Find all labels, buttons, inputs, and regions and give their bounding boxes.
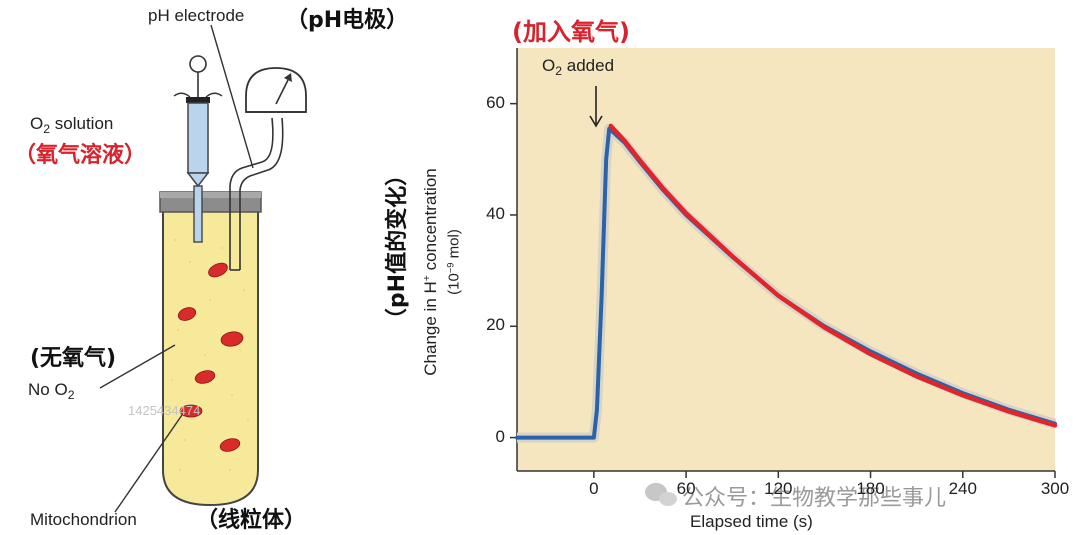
y-ticks [510, 102, 517, 439]
syringe-barrel [187, 102, 209, 174]
mitochondrion [179, 404, 203, 418]
chart-title-zh: (加入氧气) [512, 18, 630, 46]
ph-electrode-label: pH electrode [148, 6, 245, 25]
mitochondrion-label: Mitochondrion [30, 510, 137, 529]
y-axis-label: Change in H+ concentration [421, 168, 440, 376]
series-lines [515, 123, 1058, 443]
o2-solution-label: O2 solution [30, 114, 114, 137]
leader-lines [99, 344, 183, 513]
ph-electrode-label-zh: （pH电极） [286, 8, 409, 33]
o2-solution-label-zh: （氧气溶液） [14, 143, 147, 168]
syringe [173, 55, 223, 243]
y-axis-unit: (10−9 mol) [445, 229, 463, 295]
x-axis-label: Elapsed time (s) [690, 512, 813, 531]
chart [510, 48, 1058, 478]
test-tube [162, 209, 259, 507]
plunger-knob [189, 55, 207, 73]
mitochondrion [219, 438, 241, 452]
watermark-id: 1425434474 [128, 403, 201, 418]
no-o2-label: No O2 [28, 380, 75, 403]
watermark-text: 公众号：生物教学那些事儿 [682, 486, 947, 511]
no-o2-label-zh: (无氧气) [30, 346, 117, 371]
mitochondrion [208, 262, 228, 278]
series-line-fit [608, 123, 1058, 428]
o2-added-arrow [589, 86, 603, 128]
ph-electrode [210, 24, 284, 271]
mitochondrion [194, 370, 216, 384]
watermark-logo-icon [645, 483, 677, 506]
ph-meter-icon [245, 67, 307, 113]
y-tick-label: 0 [495, 426, 505, 446]
y-tick-label: 60 [486, 92, 505, 112]
x-tick-label: 60 [676, 479, 696, 498]
mitochondrion-label-zh: （线粒体） [196, 508, 307, 533]
x-tick-label: 120 [764, 479, 793, 498]
x-tick-label: 300 [1040, 479, 1070, 498]
apparatus-diagram [99, 24, 307, 513]
x-ticks [593, 471, 1056, 478]
x-tick-label: 240 [948, 479, 977, 498]
mitochondria [177, 262, 244, 452]
o2-added-annotation: O2 added [542, 56, 615, 79]
y-tick-label: 20 [486, 315, 505, 335]
x-tick-label: 0 [589, 479, 599, 498]
syringe-needle [193, 185, 203, 243]
y-tick-label: 40 [486, 203, 505, 223]
mitochondrion [220, 331, 244, 347]
y-axis-label-zh: （pH值的变化） [385, 163, 410, 331]
mitochondrion [177, 307, 197, 321]
x-tick-label: 180 [856, 479, 885, 498]
